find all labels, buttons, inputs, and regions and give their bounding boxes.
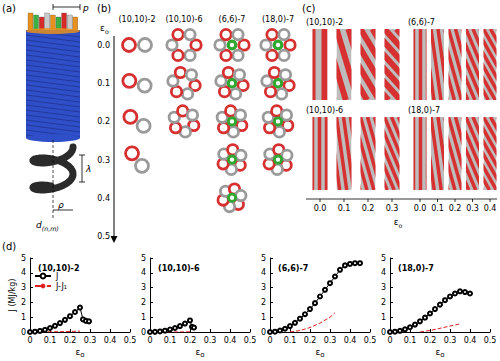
svg-text:4: 4 <box>261 268 266 277</box>
svg-text:2: 2 <box>381 298 386 307</box>
svg-text:(b): (b) <box>97 3 111 14</box>
svg-text:0.4: 0.4 <box>224 336 237 345</box>
svg-text:4: 4 <box>141 268 146 277</box>
svg-text:4: 4 <box>381 268 386 277</box>
svg-text:0.3: 0.3 <box>444 336 457 345</box>
svg-text:0.3: 0.3 <box>84 336 97 345</box>
svg-text:0: 0 <box>27 336 32 345</box>
svg-text:(6,6)-7: (6,6)-7 <box>278 264 308 273</box>
svg-text:εo: εo <box>100 23 109 35</box>
svg-text:0: 0 <box>267 336 272 345</box>
svg-text:5: 5 <box>381 254 386 263</box>
svg-text:0.2: 0.2 <box>64 336 77 345</box>
svg-text:ε: ε <box>435 347 441 357</box>
svg-text:0: 0 <box>261 328 266 337</box>
svg-text:0.4: 0.4 <box>97 194 110 203</box>
svg-text:0.1: 0.1 <box>404 336 417 345</box>
svg-text:0: 0 <box>381 328 386 337</box>
svg-text:λ: λ <box>85 164 91 174</box>
svg-text:0.1: 0.1 <box>431 204 444 213</box>
svg-text:0.3: 0.3 <box>97 156 110 165</box>
svg-text:(18,0)-7: (18,0)-7 <box>398 264 434 273</box>
svg-text:0.5: 0.5 <box>97 232 110 241</box>
svg-text:(10,10)-6: (10,10)-6 <box>165 15 202 24</box>
svg-text:ε: ε <box>75 347 81 357</box>
svg-text:3: 3 <box>21 283 26 292</box>
svg-text:0: 0 <box>21 328 26 337</box>
svg-text:(18,0)-7: (18,0)-7 <box>262 15 294 24</box>
svg-text:4: 4 <box>21 268 26 277</box>
svg-text:0.0: 0.0 <box>414 204 427 213</box>
svg-text:0.2: 0.2 <box>362 204 375 213</box>
svg-text:J (MJ/kg): J (MJ/kg) <box>8 279 17 313</box>
svg-text:(6,6)-7: (6,6)-7 <box>219 15 246 24</box>
svg-text:3: 3 <box>141 283 146 292</box>
svg-text:5: 5 <box>141 254 146 263</box>
svg-text:2: 2 <box>21 298 26 307</box>
svg-text:0.4: 0.4 <box>484 204 497 213</box>
svg-text:0.0: 0.0 <box>97 41 110 50</box>
svg-text:0.3: 0.3 <box>204 336 217 345</box>
svg-text:1: 1 <box>21 313 26 322</box>
svg-text:1: 1 <box>381 313 386 322</box>
svg-text:ρ: ρ <box>58 200 64 210</box>
svg-text:0: 0 <box>147 336 152 345</box>
svg-text:5: 5 <box>261 254 266 263</box>
svg-text:o: o <box>80 351 84 359</box>
svg-text:0.4: 0.4 <box>104 336 117 345</box>
svg-text:0.2: 0.2 <box>97 117 110 126</box>
svg-text:0.5: 0.5 <box>484 336 497 345</box>
svg-text:0.3: 0.3 <box>466 204 479 213</box>
svg-text:J-J₁: J-J₁ <box>55 282 67 291</box>
svg-text:(10,10)-2: (10,10)-2 <box>38 264 80 273</box>
svg-text:0.4: 0.4 <box>464 336 477 345</box>
svg-text:(10,10)-2: (10,10)-2 <box>306 18 343 27</box>
svg-text:0.2: 0.2 <box>304 336 317 345</box>
svg-text:0.3: 0.3 <box>324 336 337 345</box>
svg-text:2: 2 <box>261 298 266 307</box>
svg-text:0.1: 0.1 <box>164 336 177 345</box>
svg-text:0.0: 0.0 <box>314 204 327 213</box>
svg-text:(10,10)-6: (10,10)-6 <box>158 264 200 273</box>
svg-text:ε: ε <box>195 347 201 357</box>
svg-text:0.2: 0.2 <box>184 336 197 345</box>
svg-text:1: 1 <box>141 313 146 322</box>
svg-text:5: 5 <box>21 254 26 263</box>
svg-text:1: 1 <box>261 313 266 322</box>
svg-text:0: 0 <box>141 328 146 337</box>
svg-text:ε: ε <box>315 347 321 357</box>
svg-text:0.1: 0.1 <box>97 79 110 88</box>
svg-text:(c): (c) <box>302 3 315 14</box>
svg-text:(10,10)-2: (10,10)-2 <box>118 15 155 24</box>
svg-text:0.5: 0.5 <box>124 336 137 345</box>
svg-text:3: 3 <box>381 283 386 292</box>
svg-text:o: o <box>200 351 204 359</box>
svg-text:0: 0 <box>387 336 392 345</box>
svg-text:(10,10)-6: (10,10)-6 <box>306 106 343 115</box>
svg-text:o: o <box>440 351 444 359</box>
svg-text:0.5: 0.5 <box>244 336 257 345</box>
svg-text:0.1: 0.1 <box>284 336 297 345</box>
svg-text:0.4: 0.4 <box>344 336 357 345</box>
svg-text:0.2: 0.2 <box>424 336 437 345</box>
svg-text:(a): (a) <box>2 3 16 14</box>
svg-text:0.2: 0.2 <box>449 204 462 213</box>
svg-text:0.5: 0.5 <box>364 336 377 345</box>
svg-text:J: J <box>55 272 58 281</box>
svg-text:0.1: 0.1 <box>44 336 57 345</box>
svg-text:0.3: 0.3 <box>386 204 399 213</box>
svg-text:p: p <box>82 3 89 13</box>
svg-text:(d): (d) <box>2 241 16 252</box>
svg-text:2: 2 <box>141 298 146 307</box>
svg-text:εo: εo <box>394 217 403 229</box>
svg-text:(6,6)-7: (6,6)-7 <box>408 18 435 27</box>
svg-text:d(n,m): d(n,m) <box>36 220 59 232</box>
svg-text:0.1: 0.1 <box>338 204 351 213</box>
svg-text:(18,0)-7: (18,0)-7 <box>408 106 440 115</box>
svg-text:3: 3 <box>261 283 266 292</box>
svg-text:o: o <box>320 351 324 359</box>
